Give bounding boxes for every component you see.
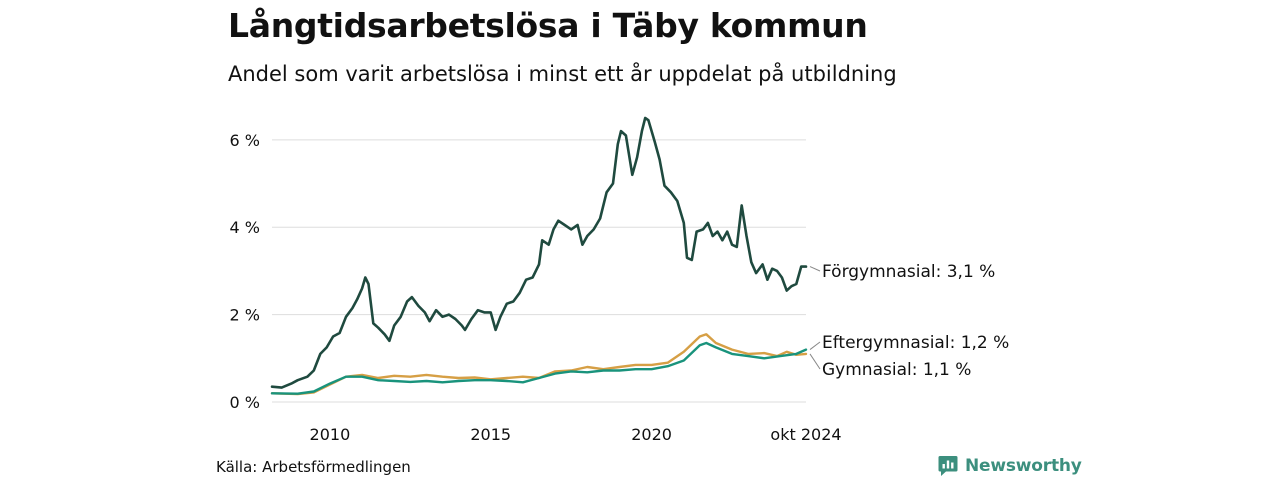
- end-labels: Förgymnasial: 3,1 % Eftergymnasial: 1,2 %…: [809, 262, 1009, 380]
- leader-line-gymnasial: [809, 353, 821, 370]
- x-tick-label: 2015: [470, 425, 511, 444]
- series-end-label-eftergymnasial: Eftergymnasial: 1,2 %: [822, 333, 1009, 353]
- x-tick-label: 2020: [631, 425, 672, 444]
- chart-title: Långtidsarbetslösa i Täby kommun: [228, 6, 868, 45]
- x-tick-label: okt 2024: [770, 425, 841, 444]
- y-tick-label: 0 %: [230, 393, 260, 412]
- series-line-eftergymnasial: [270, 341, 808, 395]
- gridlines: [272, 139, 806, 403]
- leader-line-förgymnasial: [809, 266, 821, 272]
- x-axis-labels: 2010 2015 2020 okt 2024: [310, 425, 842, 444]
- y-tick-label: 4 %: [230, 218, 260, 237]
- newsworthy-logo-icon: [938, 456, 958, 476]
- series-line-förgymnasial: [270, 116, 808, 389]
- newsworthy-logo-text: Newsworthy: [965, 456, 1082, 476]
- y-tick-label: 6 %: [230, 131, 260, 150]
- series-end-label-gymnasial: Gymnasial: 1,1 %: [822, 360, 971, 380]
- y-axis-labels: 0 % 2 % 4 % 6 %: [230, 131, 260, 412]
- newsworthy-logo: Newsworthy: [938, 455, 1082, 477]
- x-tick-label: 2010: [310, 425, 351, 444]
- chart-subtitle: Andel som varit arbetslösa i minst ett å…: [228, 62, 897, 86]
- source-note: Källa: Arbetsförmedlingen: [216, 458, 411, 476]
- y-tick-label: 2 %: [230, 306, 260, 325]
- leader-line-eftergymnasial: [809, 341, 821, 350]
- series-end-label-förgymnasial: Förgymnasial: 3,1 %: [822, 262, 995, 282]
- series-lines: [270, 116, 808, 396]
- series-line-gymnasial: [270, 333, 808, 396]
